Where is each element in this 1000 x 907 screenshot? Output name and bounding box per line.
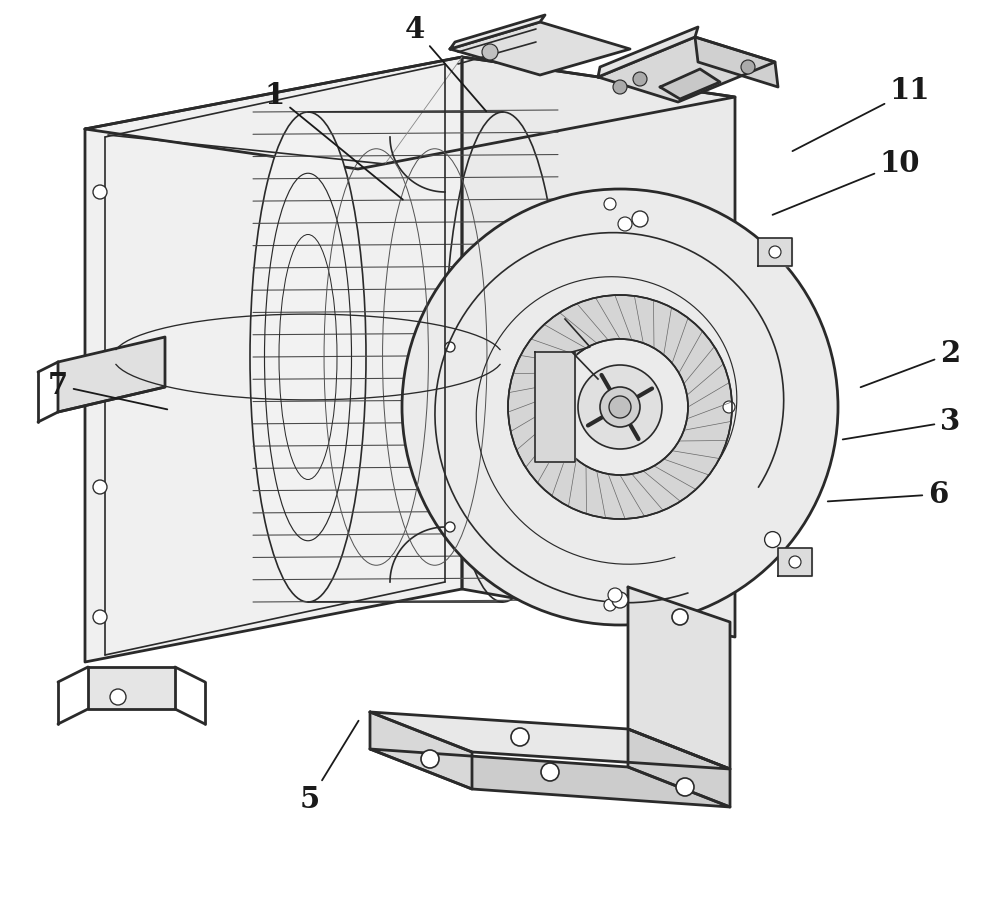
- Circle shape: [632, 211, 648, 227]
- Circle shape: [541, 763, 559, 781]
- Circle shape: [93, 480, 107, 494]
- Text: 7: 7: [48, 371, 167, 409]
- Circle shape: [741, 60, 755, 74]
- Wedge shape: [508, 295, 732, 519]
- Circle shape: [445, 342, 455, 352]
- Circle shape: [723, 401, 735, 413]
- Text: 1: 1: [265, 81, 403, 200]
- Polygon shape: [85, 57, 735, 169]
- Polygon shape: [370, 712, 730, 769]
- Polygon shape: [58, 337, 165, 412]
- Text: 2: 2: [861, 339, 960, 387]
- Circle shape: [769, 246, 781, 258]
- Circle shape: [612, 592, 628, 608]
- Polygon shape: [370, 712, 472, 789]
- Circle shape: [93, 610, 107, 624]
- Polygon shape: [535, 352, 575, 462]
- Circle shape: [402, 189, 838, 625]
- Circle shape: [93, 185, 107, 199]
- Circle shape: [421, 750, 439, 768]
- Circle shape: [765, 532, 781, 548]
- Circle shape: [676, 778, 694, 796]
- Polygon shape: [462, 57, 735, 637]
- Circle shape: [608, 588, 622, 602]
- Circle shape: [789, 556, 801, 568]
- Circle shape: [618, 217, 632, 231]
- Circle shape: [633, 72, 647, 86]
- Polygon shape: [450, 22, 630, 75]
- Polygon shape: [758, 238, 792, 266]
- Circle shape: [604, 599, 616, 611]
- Circle shape: [511, 728, 529, 746]
- Circle shape: [578, 365, 662, 449]
- Text: 11: 11: [792, 76, 930, 151]
- Text: 3: 3: [843, 407, 960, 440]
- Polygon shape: [628, 587, 730, 769]
- Polygon shape: [88, 667, 175, 709]
- Polygon shape: [450, 15, 545, 49]
- Text: 6: 6: [828, 480, 948, 509]
- Circle shape: [609, 396, 631, 418]
- Polygon shape: [598, 27, 698, 77]
- Polygon shape: [778, 548, 812, 576]
- Circle shape: [482, 44, 498, 60]
- Text: 4: 4: [405, 15, 486, 112]
- Polygon shape: [370, 749, 730, 807]
- Circle shape: [672, 609, 688, 625]
- Ellipse shape: [250, 112, 366, 602]
- Polygon shape: [598, 37, 775, 102]
- Circle shape: [613, 80, 627, 94]
- Circle shape: [445, 522, 455, 532]
- Polygon shape: [695, 37, 778, 87]
- Polygon shape: [628, 729, 730, 807]
- Polygon shape: [85, 57, 462, 662]
- Polygon shape: [660, 69, 720, 99]
- Circle shape: [110, 689, 126, 705]
- Circle shape: [600, 387, 640, 427]
- Text: 5: 5: [300, 721, 359, 814]
- Circle shape: [604, 198, 616, 210]
- Text: 10: 10: [773, 149, 920, 215]
